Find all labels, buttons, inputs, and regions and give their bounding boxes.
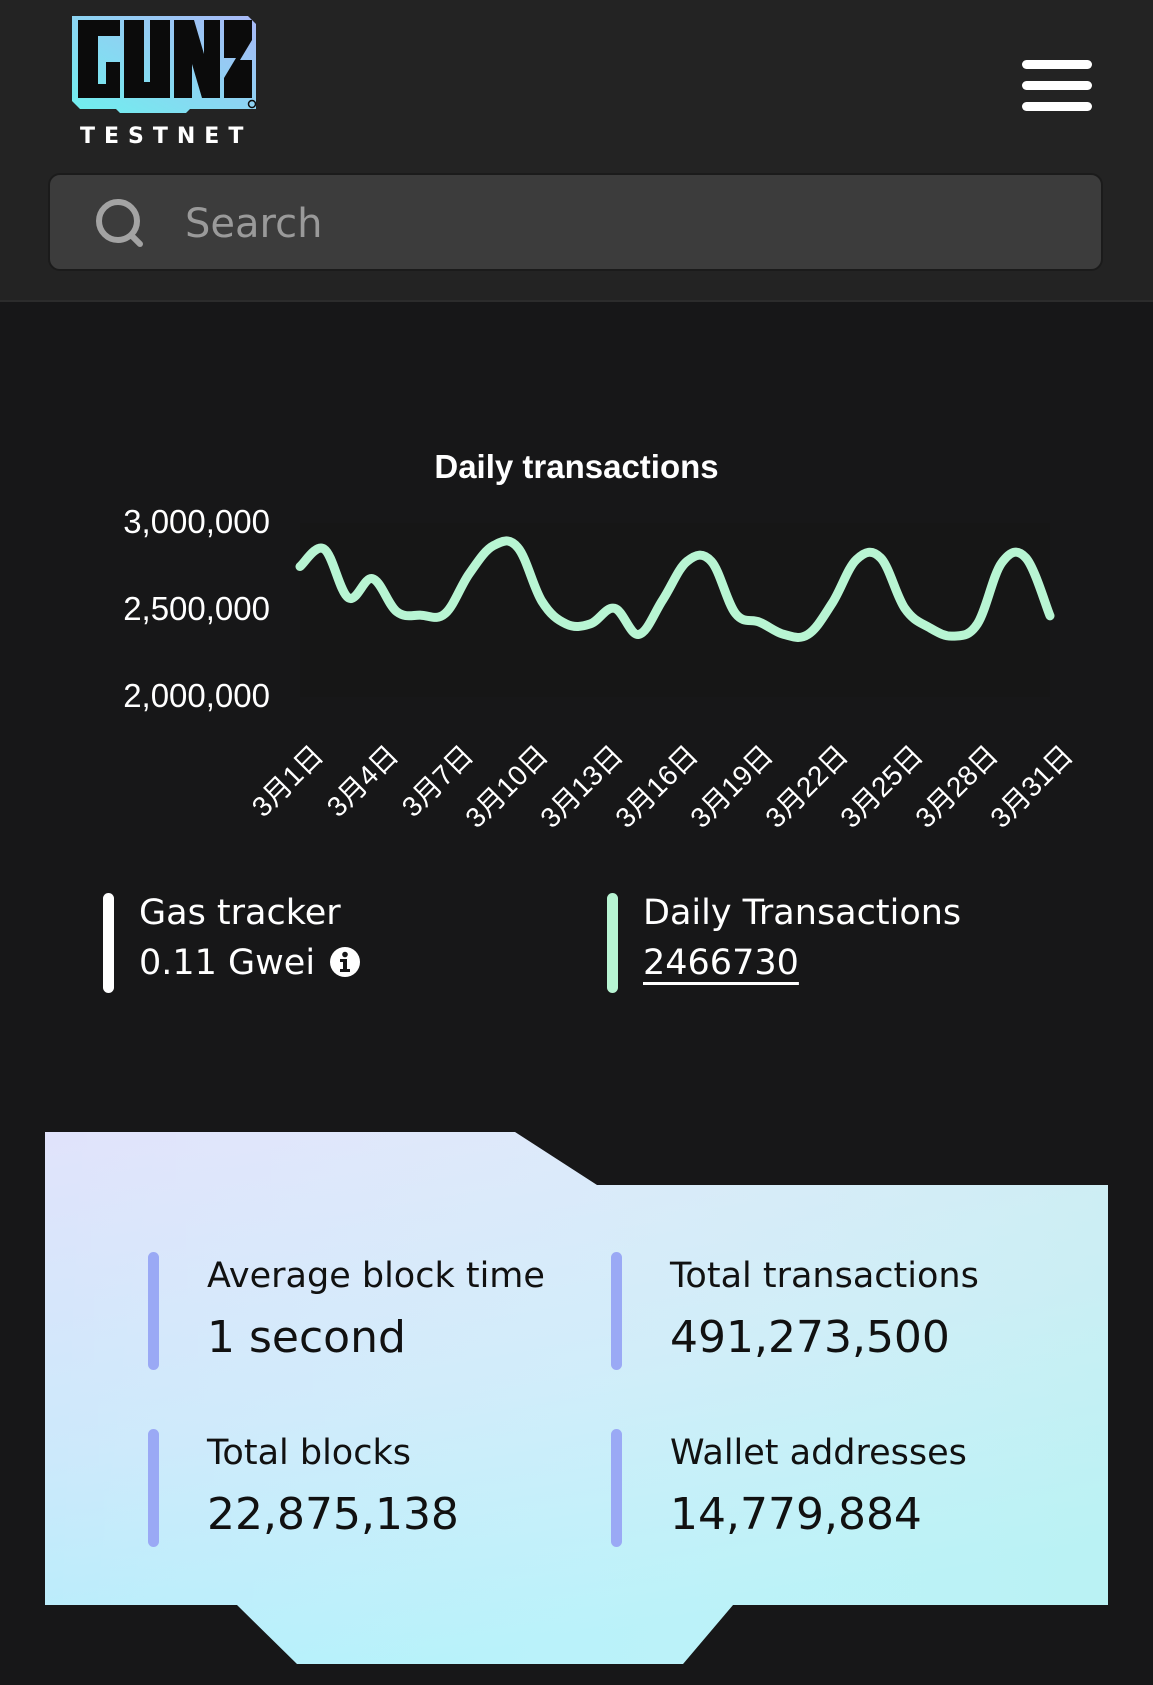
gas-price: 0.11 Gwei bbox=[139, 943, 316, 983]
stat-value: 22,875,138 bbox=[207, 1489, 459, 1540]
stat-value: 1 second bbox=[207, 1312, 406, 1363]
stat-label: Average block time bbox=[207, 1256, 545, 1296]
y-tick-label: 3,000,000 bbox=[123, 503, 270, 540]
daily-transactions-line-chart[interactable] bbox=[0, 0, 1153, 760]
stat-value: 14,779,884 bbox=[670, 1489, 922, 1540]
menu-line bbox=[1022, 102, 1092, 111]
daily-transactions-label: Daily Transactions bbox=[643, 893, 962, 933]
chart-title: Daily transactions bbox=[434, 448, 719, 485]
info-icon[interactable] bbox=[329, 946, 361, 978]
daily-transactions-link[interactable]: 2466730 bbox=[643, 943, 799, 983]
search-bar[interactable] bbox=[48, 173, 1103, 271]
stat-label: Total blocks bbox=[207, 1433, 411, 1473]
gas-tracker-label: Gas tracker bbox=[139, 893, 341, 933]
gas-tracker-value: 0.11 Gwei bbox=[139, 943, 361, 983]
stat-value: 491,273,500 bbox=[670, 1312, 950, 1363]
stat-label: Wallet addresses bbox=[670, 1433, 967, 1473]
header: TESTNET bbox=[0, 0, 1153, 302]
stat-accent-bar bbox=[611, 1429, 622, 1547]
hamburger-menu-icon[interactable] bbox=[1022, 60, 1094, 112]
menu-line bbox=[1022, 81, 1092, 90]
stat-label: Total transactions bbox=[670, 1256, 979, 1296]
daily-transactions-value: 2466730 bbox=[643, 943, 799, 983]
transactions-line bbox=[295, 536, 1055, 642]
stat-accent-bar bbox=[611, 1252, 622, 1370]
stat-accent-bar bbox=[148, 1429, 159, 1547]
gas-tracker-bar bbox=[103, 893, 114, 993]
search-input[interactable] bbox=[183, 193, 1067, 255]
plot-area bbox=[300, 523, 1050, 697]
logo-subtitle: TESTNET bbox=[80, 124, 253, 149]
gunz-logo[interactable] bbox=[70, 14, 262, 114]
menu-line bbox=[1022, 60, 1092, 69]
search-icon bbox=[96, 199, 143, 247]
y-tick-label: 2,500,000 bbox=[123, 590, 270, 627]
y-tick-label: 2,000,000 bbox=[123, 677, 270, 714]
stat-accent-bar bbox=[148, 1252, 159, 1370]
daily-transactions-bar bbox=[607, 893, 618, 993]
